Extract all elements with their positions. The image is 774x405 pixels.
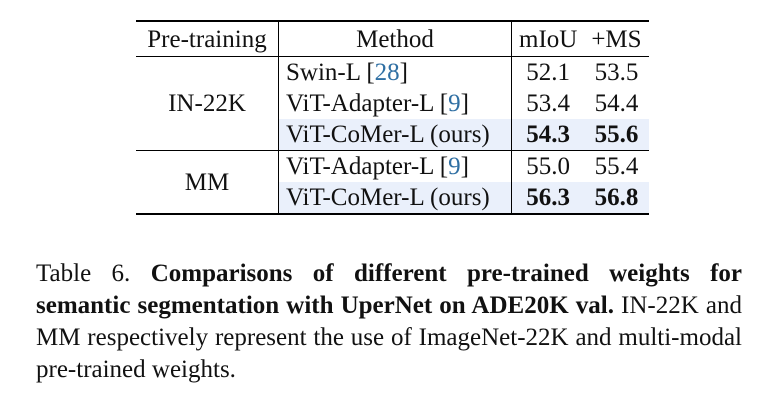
caption-bold-text: Comparisons of different pre-trained wei… bbox=[36, 260, 742, 319]
citation-link[interactable]: 9 bbox=[448, 90, 461, 117]
caption-text: IN-22K and MM respectively represent the… bbox=[36, 292, 742, 383]
table-row: ViT-CoMer-L (ours) 54.3 55.6 bbox=[136, 119, 649, 151]
method-cell-highlight: ViT-CoMer-L (ours) bbox=[278, 182, 512, 215]
ms-cell: 53.5 bbox=[594, 59, 639, 86]
method-cell: Swin-L [28] bbox=[278, 56, 512, 88]
citation-link[interactable]: 28 bbox=[374, 59, 400, 86]
method-cell: ViT-Adapter-L [9] bbox=[278, 150, 512, 182]
miou-cell: 55.0 bbox=[526, 153, 571, 180]
method-name: ViT-Adapter-L bbox=[286, 153, 434, 180]
method-cell-highlight: ViT-CoMer-L (ours) bbox=[278, 119, 512, 151]
miou-cell-best: 56.3 bbox=[511, 182, 585, 215]
ms-cell-best: 55.6 bbox=[584, 119, 649, 151]
header-miou: mIoU bbox=[511, 21, 585, 57]
results-table-container: Pre-training Method mIoU +MS IN-22K Swin… bbox=[136, 20, 649, 215]
miou-cell: 53.4 bbox=[526, 90, 571, 117]
citation-link[interactable]: 9 bbox=[448, 153, 461, 180]
header-ms: +MS bbox=[584, 21, 649, 57]
method-name: ViT-Adapter-L bbox=[286, 90, 434, 117]
table-row: MM ViT-Adapter-L [9] 55.0 55.4 bbox=[136, 150, 649, 215]
ms-cell: 54.4 bbox=[594, 90, 639, 117]
table-caption: Table 6. Comparisons of different pre-tr… bbox=[36, 258, 742, 386]
group-label-in22k: IN-22K bbox=[136, 56, 279, 151]
header-row: Pre-training Method mIoU +MS bbox=[136, 21, 649, 57]
ms-cell: 55.4 bbox=[594, 153, 639, 180]
method-cell: ViT-Adapter-L [9] bbox=[278, 88, 512, 119]
table-row: IN-22K Swin-L [28] 52.1 53.5 bbox=[136, 56, 649, 151]
group-label-mm: MM bbox=[136, 150, 279, 215]
results-table: Pre-training Method mIoU +MS IN-22K Swin… bbox=[136, 20, 649, 215]
ms-cell-best: 56.8 bbox=[584, 182, 649, 215]
header-method: Method bbox=[278, 21, 512, 57]
method-name: Swin-L bbox=[286, 59, 361, 86]
header-pretraining: Pre-training bbox=[136, 21, 279, 57]
caption-label: Table 6. bbox=[36, 260, 131, 287]
miou-cell: 52.1 bbox=[526, 59, 571, 86]
table-row: ViT-Adapter-L [9] 53.4 54.4 bbox=[136, 88, 649, 119]
table-row: ViT-CoMer-L (ours) 56.3 56.8 bbox=[136, 182, 649, 215]
miou-cell-best: 54.3 bbox=[511, 119, 585, 151]
